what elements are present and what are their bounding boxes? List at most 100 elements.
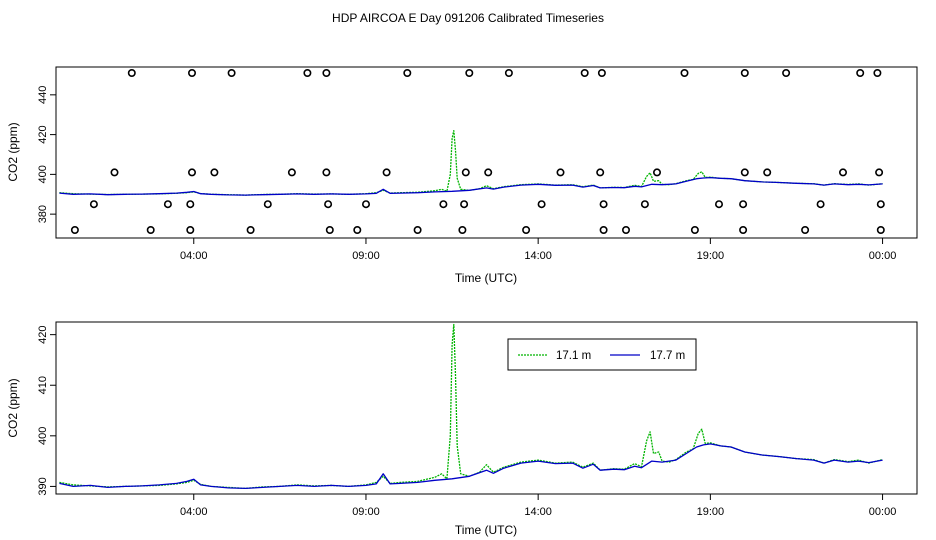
y-tick-label: 410 [37, 376, 49, 394]
legend: 17.1 m 17.7 m [507, 338, 697, 371]
calibration-point [484, 168, 493, 177]
y-tick-label: 420 [37, 325, 49, 343]
calibration-point [322, 69, 331, 78]
calibration-point [680, 69, 689, 78]
calibration-point [89, 200, 98, 209]
calibration-point [739, 200, 748, 209]
calibration-point [460, 200, 469, 209]
series-line-17-7-m-m [59, 443, 883, 490]
calibration-point [801, 226, 810, 235]
calibration-point [537, 200, 546, 209]
calibration-point [640, 200, 649, 209]
calibration-point [353, 226, 362, 235]
calibration-point [856, 69, 865, 78]
calibration-point [465, 69, 474, 78]
calibration-point [599, 226, 608, 235]
calibration-point [461, 168, 470, 177]
x-axis-label-top: Time (UTC) [455, 271, 517, 285]
calibration-point [782, 69, 791, 78]
calibration-point [439, 200, 448, 209]
calibration-point [246, 226, 255, 235]
calibration-point [714, 200, 723, 209]
calibration-point [263, 200, 272, 209]
axes-bottom: 04:00 09:00 14:00 19:00 00:00 390 400 410 420 [37, 325, 896, 518]
calibration-point [70, 226, 79, 235]
calibration-point [186, 200, 195, 209]
x-tick-label: 14:00 [524, 250, 552, 262]
calibration-point [597, 69, 606, 78]
x-tick-label: 00:00 [869, 506, 897, 518]
series-line-17-1-m-m [59, 129, 883, 196]
legend-box [507, 338, 697, 371]
series-line-17-7-m-m [59, 176, 883, 196]
calibration-point [556, 168, 565, 177]
legend-label-17-1: 17.1 m [556, 350, 591, 362]
calibration-point [210, 168, 219, 177]
calibration-point [596, 168, 605, 177]
calibration-point [146, 226, 155, 235]
x-axis-label-bottom: Time (UTC) [455, 523, 517, 537]
calibration-point [110, 168, 119, 177]
calibration-point [163, 200, 172, 209]
calibration-point [403, 69, 412, 78]
calibration-point [127, 69, 136, 78]
calibration-point [413, 226, 422, 235]
y-tick-label: 400 [37, 165, 49, 183]
x-tick-label: 04:00 [180, 250, 208, 262]
y-axis-label-bottom: CO2 (ppm) [6, 378, 20, 437]
calibration-point [522, 226, 531, 235]
calibration-point [740, 168, 749, 177]
plot-area-bottom [59, 323, 883, 490]
x-tick-label: 19:00 [697, 250, 725, 262]
calibration-point [186, 226, 195, 235]
calibration-point [876, 226, 885, 235]
page-title: HDP AIRCOA E Day 091206 Calibrated Times… [332, 11, 604, 25]
y-tick-label: 440 [37, 86, 49, 104]
x-tick-label: 14:00 [524, 506, 552, 518]
calibration-point [652, 168, 661, 177]
calibration-point [599, 200, 608, 209]
calibration-point [873, 69, 882, 78]
calibration-point [690, 226, 699, 235]
calibration-point [875, 168, 884, 177]
calibration-point [287, 168, 296, 177]
calibration-point [325, 226, 334, 235]
x-tick-label: 09:00 [352, 250, 380, 262]
plot-area-top [59, 69, 885, 235]
calibration-point [303, 69, 312, 78]
y-tick-label: 390 [37, 477, 49, 495]
x-tick-label: 04:00 [180, 506, 208, 518]
series-line-17-1-m-m [59, 323, 883, 490]
y-tick-label: 380 [37, 205, 49, 223]
y-tick-label: 420 [37, 125, 49, 143]
axes-top: 04:00 09:00 14:00 19:00 00:00 380 400 420 440 [37, 86, 896, 262]
calibration-point [227, 69, 236, 78]
calibration-point [763, 168, 772, 177]
plot-frame-bottom [55, 321, 918, 495]
calibration-point [739, 226, 748, 235]
calibration-point [740, 69, 749, 78]
plot-frame-top [55, 66, 918, 239]
calibration-point [876, 200, 885, 209]
panel-top: 04:00 09:00 14:00 19:00 00:00 380 400 420 440 Ti… [6, 66, 918, 285]
calibration-point [188, 69, 197, 78]
calibration-point [458, 226, 467, 235]
y-axis-label-top: CO2 (ppm) [6, 122, 20, 181]
calibration-point [361, 200, 370, 209]
calibration-point [188, 168, 197, 177]
calibration-point [322, 168, 331, 177]
panel-bottom: 04:00 09:00 14:00 19:00 00:00 390 400 410 420 Ti… [6, 321, 918, 537]
x-tick-label: 19:00 [697, 506, 725, 518]
calibration-point [816, 200, 825, 209]
calibration-point [838, 168, 847, 177]
x-tick-label: 09:00 [352, 506, 380, 518]
calibration-point [621, 226, 630, 235]
calibration-point [382, 168, 391, 177]
legend-label-17-7: 17.7 m [650, 350, 685, 362]
calibration-point [324, 200, 333, 209]
y-tick-label: 400 [37, 427, 49, 445]
calibration-point [504, 69, 513, 78]
x-tick-label: 00:00 [869, 250, 897, 262]
calibration-point [580, 69, 589, 78]
